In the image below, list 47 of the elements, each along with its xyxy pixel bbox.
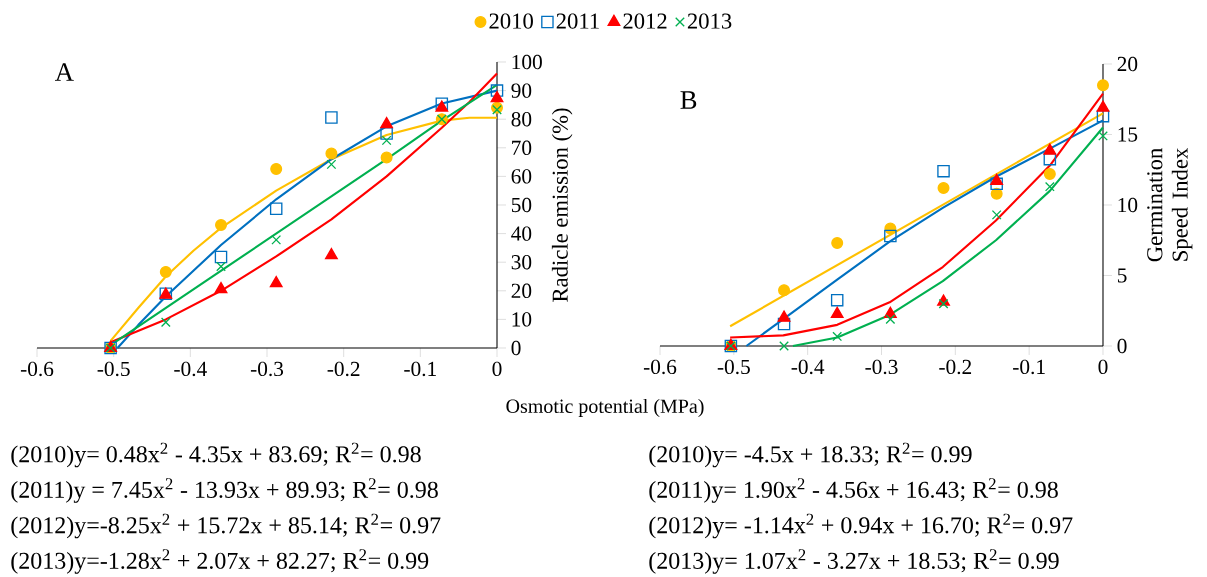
x-tick-label: -0.6	[643, 359, 677, 375]
y-axis-title: Germination Speed Index	[1147, 147, 1193, 262]
x-axis-title: Osmotic potential (MPa)	[506, 398, 704, 418]
text: (2012)y=-8.25x$^{2}$ + 15.72x + 85.14; R$^{2}$= 0.97	[11, 513, 441, 539]
x-tick-label: -0.4	[791, 359, 825, 375]
text: (2010)y= 0.48x$^{2}$ - 4.35x + 83.69; R$^{2}$= 0.98	[11, 442, 421, 468]
text: (2011)y = 7.45x$^{2}$ - 13.93x + 89.93; R$^{2}$= 0.98	[11, 478, 438, 503]
y-tick-label: 60	[511, 169, 532, 184]
x-tick-label: -0.5	[717, 359, 750, 375]
text: (2012)y= -1.14x$^{2}$ + 0.94x + 16.70; R$^{2}$= 0.97	[649, 513, 1073, 539]
text: (2013)y= 1.07x$^{2}$ - 3.27x + 18.53; R$^{2}$= 0.99	[649, 549, 1059, 574]
x-tick-label: 0	[492, 361, 502, 377]
legend-label: 2010	[489, 13, 533, 29]
text: (2013)y=-1.28x$^{2}$ + 2.07x + 82.27; R$^{2}$= 0.99	[11, 549, 429, 574]
y-tick-label: 80	[511, 112, 532, 127]
legend-label: 2013	[687, 13, 732, 29]
y-tick-label: 40	[511, 226, 532, 241]
y-tick-label: 5	[1117, 268, 1127, 283]
y-tick-label: 20	[511, 283, 532, 298]
y-tick-label: 70	[512, 140, 532, 155]
y-tick-label: 100	[512, 54, 542, 70]
x-tick-label: -0.1	[1013, 359, 1045, 375]
text: (2011)y= 1.90x$^{2}$ - 4.56x + 16.43; R$^{2}$= 0.98	[649, 478, 1058, 503]
y-tick-label: 90	[511, 83, 532, 98]
text: B	[680, 91, 697, 109]
x-tick-label: -0.3	[250, 361, 284, 377]
y-tick-label: 50	[511, 197, 532, 213]
x-tick-label: 0	[1098, 359, 1108, 375]
y-tick-label: 15	[1118, 127, 1138, 142]
y-tick-label: 20	[1117, 56, 1138, 72]
y-axis-title: Radicle emission (%)	[551, 108, 573, 302]
text: (2010)y= -4.5x + 18.33; R$^{2}$= 0.99	[649, 442, 972, 468]
x-tick-label: -0.6	[20, 361, 54, 377]
x-tick-label: -0.3	[865, 359, 898, 375]
x-tick-label: -0.1	[404, 361, 436, 377]
y-tick-label: 10	[512, 312, 532, 327]
x-tick-label: -0.2	[327, 361, 360, 377]
x-tick-label: -0.5	[97, 361, 130, 377]
x-tick-label: -0.4	[174, 361, 207, 377]
y-tick-label: 10	[1118, 197, 1138, 213]
y-tick-label: 0	[1117, 338, 1127, 354]
y-tick-label: 30	[511, 255, 532, 270]
y-tick-label: 0	[511, 340, 521, 356]
legend-label: 2012	[623, 13, 667, 29]
legend-label: 2011	[556, 13, 599, 29]
chart-title: A	[54, 63, 74, 81]
x-tick-label: -0.2	[939, 359, 972, 375]
